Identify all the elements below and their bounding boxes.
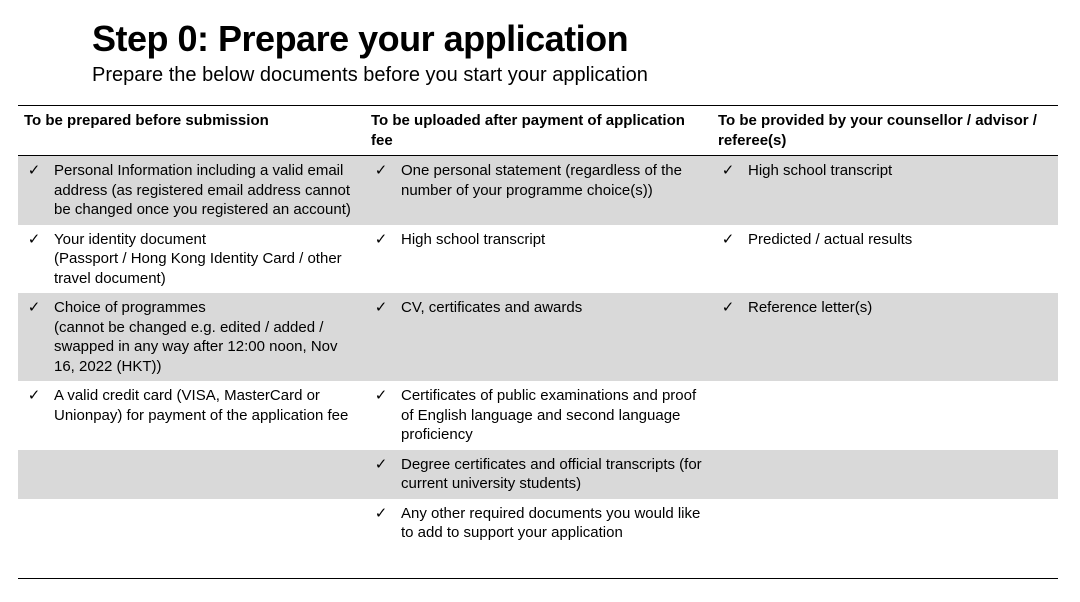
table-row: ✓ Any other required documents you would … — [18, 499, 1058, 548]
checkmark-icon: ✓ — [371, 298, 391, 318]
cell-text: Any other required documents you would l… — [401, 504, 706, 543]
cell-content: ✓ A valid credit card (VISA, MasterCard o… — [24, 386, 359, 425]
table-cell: ✓ CV, certificates and awards — [365, 293, 712, 381]
table-cell: ✓ High school transcript — [365, 225, 712, 294]
table-header-cell: To be prepared before submission — [18, 106, 365, 156]
cell-text: Your identity document (Passport / Hong … — [54, 230, 359, 289]
cell-text: Certificates of public examinations and … — [401, 386, 706, 445]
table-cell: ✓ Your identity document (Passport / Hong… — [18, 225, 365, 294]
checkmark-icon: ✓ — [24, 161, 44, 181]
checkmark-icon: ✓ — [371, 504, 391, 524]
page-subtitle: Prepare the below documents before you s… — [92, 64, 1062, 87]
checkmark-icon: ✓ — [718, 161, 738, 181]
table-body: ✓ Personal Information including a valid … — [18, 156, 1058, 548]
cell-content: ✓ Your identity document (Passport / Hong… — [24, 230, 359, 289]
cell-text: Reference letter(s) — [748, 298, 1052, 318]
checkmark-icon: ✓ — [371, 386, 391, 406]
table-cell: ✓ Certificates of public examinations and… — [365, 381, 712, 450]
cell-content: ✓ CV, certificates and awards — [371, 298, 706, 318]
table-cell: ✓ One personal statement (regardless of t… — [365, 156, 712, 225]
bottom-divider — [18, 578, 1058, 579]
documents-table: To be prepared before submission To be u… — [18, 105, 1058, 548]
cell-content: ✓ Predicted / actual results — [718, 230, 1052, 250]
table-cell: ✓ Choice of programmes (cannot be changed… — [18, 293, 365, 381]
checkmark-icon: ✓ — [24, 230, 44, 250]
cell-content: ✓ Certificates of public examinations and… — [371, 386, 706, 445]
table-cell: ✓ High school transcript — [712, 156, 1058, 225]
page-title: Step 0: Prepare your application — [92, 18, 1062, 60]
checkmark-icon: ✓ — [371, 230, 391, 250]
cell-content: ✓ Personal Information including a valid … — [24, 161, 359, 220]
table-cell — [712, 450, 1058, 499]
cell-content: ✓ High school transcript — [371, 230, 706, 250]
cell-text: Predicted / actual results — [748, 230, 1052, 250]
table-cell — [712, 381, 1058, 450]
table-cell: ✓ Predicted / actual results — [712, 225, 1058, 294]
cell-text: CV, certificates and awards — [401, 298, 706, 318]
cell-content: ✓ Degree certificates and official transc… — [371, 455, 706, 494]
table-cell: ✓ Any other required documents you would … — [365, 499, 712, 548]
cell-content: ✓ Any other required documents you would … — [371, 504, 706, 543]
table-cell — [18, 450, 365, 499]
checkmark-icon: ✓ — [718, 298, 738, 318]
table-cell: ✓ A valid credit card (VISA, MasterCard o… — [18, 381, 365, 450]
table-cell: ✓ Reference letter(s) — [712, 293, 1058, 381]
table-header-cell: To be provided by your counsellor / advi… — [712, 106, 1058, 156]
table-row: ✓ Degree certificates and official transc… — [18, 450, 1058, 499]
cell-text: High school transcript — [401, 230, 706, 250]
checkmark-icon: ✓ — [718, 230, 738, 250]
cell-content: ✓ One personal statement (regardless of t… — [371, 161, 706, 200]
cell-text: One personal statement (regardless of th… — [401, 161, 706, 200]
table-row: ✓ Personal Information including a valid … — [18, 156, 1058, 225]
cell-content: ✓ Reference letter(s) — [718, 298, 1052, 318]
table-cell — [18, 499, 365, 548]
cell-text: Choice of programmes (cannot be changed … — [54, 298, 359, 376]
cell-content: ✓ High school transcript — [718, 161, 1052, 181]
table-row: ✓ A valid credit card (VISA, MasterCard o… — [18, 381, 1058, 450]
checkmark-icon: ✓ — [24, 298, 44, 318]
cell-content: ✓ Choice of programmes (cannot be changed… — [24, 298, 359, 376]
table-row: ✓ Your identity document (Passport / Hong… — [18, 225, 1058, 294]
checkmark-icon: ✓ — [371, 455, 391, 475]
cell-text: Personal Information including a valid e… — [54, 161, 359, 220]
checkmark-icon: ✓ — [24, 386, 44, 406]
table-cell — [712, 499, 1058, 548]
cell-text: Degree certificates and official transcr… — [401, 455, 706, 494]
checkmark-icon: ✓ — [371, 161, 391, 181]
table-cell: ✓ Personal Information including a valid … — [18, 156, 365, 225]
table-header-row: To be prepared before submission To be u… — [18, 106, 1058, 156]
table-cell: ✓ Degree certificates and official transc… — [365, 450, 712, 499]
table-header-cell: To be uploaded after payment of applicat… — [365, 106, 712, 156]
page-root: Step 0: Prepare your application Prepare… — [0, 0, 1080, 579]
cell-text: High school transcript — [748, 161, 1052, 181]
cell-text: A valid credit card (VISA, MasterCard or… — [54, 386, 359, 425]
table-row: ✓ Choice of programmes (cannot be changed… — [18, 293, 1058, 381]
